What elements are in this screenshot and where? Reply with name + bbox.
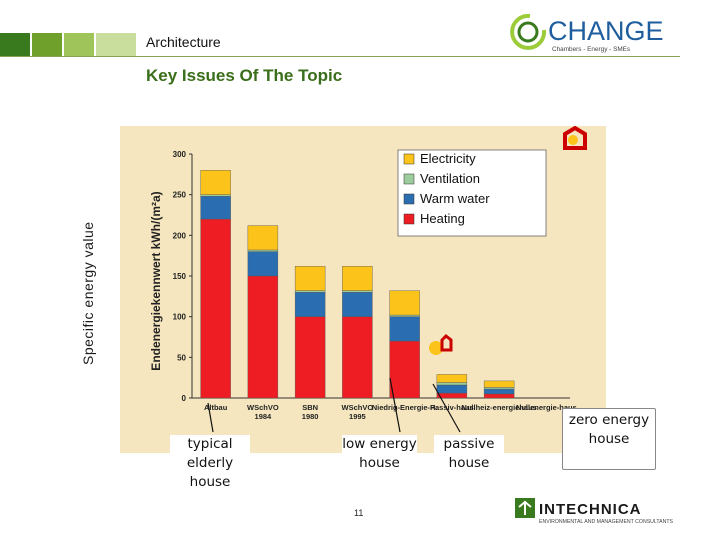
legend-box (397, 149, 547, 237)
header-rule (0, 56, 680, 57)
legend-swatch (403, 173, 415, 185)
bar-segment-warm-water (247, 251, 279, 277)
legend-label: Ventilation (420, 171, 480, 186)
intechnica-logo: INTECHNICA ENVIRONMENTAL AND MANAGEMENT … (515, 498, 674, 525)
intechnica-logo-tagline: ENVIRONMENTAL AND MANAGEMENT CONSULTANTS (539, 519, 674, 525)
legend-label: Heating (420, 211, 465, 226)
bar-segment-heating (294, 316, 326, 399)
legend-swatch (403, 213, 415, 225)
y-tick-label: 100 (173, 313, 187, 322)
bar-segment-electricity (342, 266, 373, 291)
bar-segment-electricity (483, 380, 515, 388)
energy-chart: 0 50 100 150 200 250 300 Altbau WSchVO 1984 SBN 19… (149, 126, 587, 421)
bar-segment-electricity (294, 266, 326, 291)
category-label: SBN 1980 (302, 403, 319, 421)
sun-house-icon (429, 333, 453, 355)
y-tick-label: 200 (173, 231, 187, 240)
bar-segment-heating (342, 316, 373, 399)
intechnica-logo-text: INTECHNICA (539, 501, 642, 518)
bar-segment-warm-water (342, 292, 373, 317)
header-accent-block-1 (0, 33, 30, 57)
annotation-passive-house: passive house (434, 435, 504, 473)
annotation-zero-energy-house: zero energy house (562, 408, 656, 470)
category-label: Altbau (204, 403, 228, 412)
y-tick-label: 250 (173, 191, 187, 200)
legend-swatch (403, 153, 415, 165)
header-accent-block-3 (64, 33, 94, 57)
y-tick-label: 150 (173, 272, 187, 281)
change-logo-text: CHANGE (548, 16, 664, 46)
bar-segment-heating (389, 340, 420, 399)
legend-label: Warm water (420, 191, 490, 206)
category-label: WSchVO 1995 (342, 403, 374, 421)
annotation-low-energy-house: low energy house (342, 435, 417, 473)
header-accent-block-4 (96, 33, 136, 57)
bar-segment-warm-water (389, 316, 420, 342)
bar-segment-electricity (389, 290, 420, 316)
bar-segment-heating (247, 275, 279, 399)
y-tick-label: 300 (173, 150, 187, 159)
annotation-typical-house: typical elderly house (170, 435, 250, 492)
category-label: Nullheiz-energiehaus (461, 403, 536, 412)
section-label: Architecture (146, 34, 221, 50)
legend-swatch (403, 193, 415, 205)
category-label: WSchVO 1984 (247, 403, 279, 421)
page-number: 11 (354, 508, 364, 518)
header-accent-block-2 (32, 33, 62, 57)
category-label: Niedrig-Energie-H. (372, 403, 438, 412)
category-label: Nullenergie-haus (516, 403, 577, 412)
bar-segment-heating (200, 218, 231, 399)
page-title: Key Issues Of The Topic (146, 66, 343, 85)
category-label: Passiv-haus (430, 403, 474, 412)
bar-segment-electricity (436, 374, 468, 383)
house-symbol-icon (563, 126, 587, 150)
y-tick-label: 50 (177, 353, 186, 362)
change-logo-tagline: Chambers - Energy - SMEs (552, 46, 630, 53)
bar-segment-electricity (200, 170, 231, 195)
change-logo: CHANGE Chambers - Energy - SMEs (508, 10, 680, 54)
chart-y-axis-label: Endenergiekennwert kWh/(m²a) (149, 191, 163, 370)
bar-segment-warm-water (294, 292, 326, 317)
legend-label: Electricity (420, 151, 476, 166)
bar-segment-electricity (247, 225, 279, 251)
y-tick-label: 0 (182, 394, 187, 403)
